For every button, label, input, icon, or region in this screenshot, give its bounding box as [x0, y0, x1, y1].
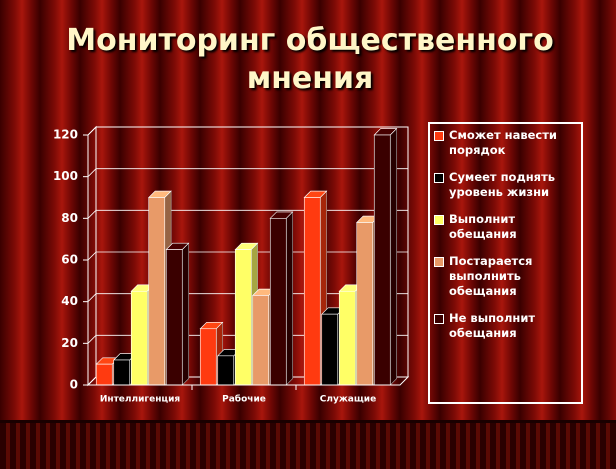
- y-tick-label: 80: [61, 211, 78, 225]
- bar: [356, 222, 374, 386]
- grid-line: [87, 376, 97, 386]
- legend-label: Не выполнит обещания: [449, 311, 536, 340]
- legend-item: Сможет навести порядок: [434, 128, 577, 158]
- x-tick-label: Служащие: [320, 395, 376, 405]
- bar: [113, 359, 131, 386]
- y-tick-label: 120: [53, 128, 78, 142]
- legend-item: Не выполнит обещания: [434, 311, 577, 341]
- legend-item: Сумеет поднять уровень жизни: [434, 170, 577, 200]
- legend-item: Выполнит обещания: [434, 212, 577, 242]
- x-tick-label: Интеллигенция: [100, 395, 181, 405]
- legend-swatch: [434, 131, 444, 141]
- legend: Сможет навести порядок Сумеет поднять уро…: [428, 122, 583, 404]
- bar: [338, 290, 356, 386]
- bar: [217, 355, 235, 386]
- grid-line: [87, 126, 97, 136]
- legend-label: Сможет навести порядок: [449, 128, 557, 157]
- bar: [373, 134, 391, 386]
- bar-side: [285, 211, 293, 386]
- bar: [130, 290, 148, 386]
- y-tick-label: 20: [61, 336, 78, 350]
- y-tick-label: 60: [61, 253, 78, 267]
- bar: [148, 197, 166, 386]
- grid-line: [87, 293, 97, 302]
- bar: [165, 249, 183, 386]
- y-tick-label: 40: [61, 294, 78, 308]
- grid-line: [87, 168, 97, 177]
- legend-swatch: [434, 314, 444, 324]
- y-tick-label: 0: [70, 378, 78, 392]
- bar: [199, 328, 217, 386]
- legend-label: Постарается выполнить обещания: [449, 254, 533, 298]
- x-tick-label: Рабочие: [222, 394, 266, 405]
- bar-side: [389, 127, 397, 386]
- y-tick-label: 100: [53, 169, 78, 183]
- legend-label: Сумеет поднять уровень жизни: [449, 170, 556, 199]
- legend-swatch: [434, 257, 444, 267]
- bar: [269, 218, 287, 386]
- bar: [321, 313, 339, 386]
- legend-swatch: [434, 215, 444, 225]
- grid-line: [87, 210, 97, 219]
- chart-title: Мониторинг общественного мнения: [66, 23, 554, 96]
- bar: [234, 249, 252, 386]
- bar: [95, 363, 113, 386]
- grid-line: [87, 335, 97, 344]
- legend-item: Постарается выполнить обещания: [434, 254, 577, 299]
- stage-floor: [0, 420, 616, 469]
- bar: [303, 197, 321, 386]
- bar-side: [181, 242, 189, 386]
- bar: [252, 295, 270, 386]
- grid-line: [87, 251, 97, 261]
- legend-label: Выполнит обещания: [449, 212, 517, 241]
- legend-swatch: [434, 173, 444, 183]
